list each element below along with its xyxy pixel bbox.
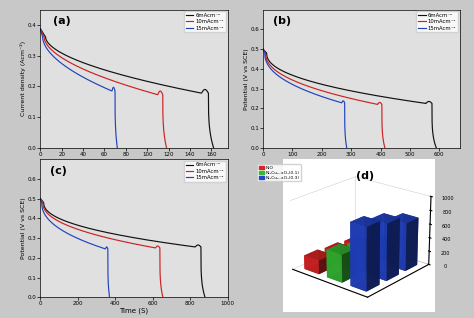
10mAcm⁻² [160, 295, 166, 299]
6mAcm⁻² [202, 295, 208, 299]
15mAcm⁻² [47, 51, 53, 54]
Line: 15mAcm⁻²: 15mAcm⁻² [40, 29, 118, 148]
10mAcm⁻² [73, 227, 79, 231]
15mAcm⁻² [58, 227, 64, 231]
Line: 15mAcm⁻²: 15mAcm⁻² [40, 198, 109, 297]
10mAcm⁻² [103, 76, 109, 80]
15mAcm⁻² [107, 294, 112, 298]
10mAcm⁻² [260, 47, 266, 51]
15mAcm⁻² [344, 145, 349, 149]
15mAcm⁻² [90, 243, 96, 246]
Line: 10mAcm⁻²: 10mAcm⁻² [40, 198, 163, 297]
Text: (c): (c) [50, 166, 66, 176]
15mAcm⁻² [93, 244, 99, 248]
15mAcm⁻² [37, 197, 43, 200]
Legend: NiO, Ni₂Cu₂₋xO₄(0.1), Ni₂Cu₂₋xO₄(0.3): NiO, Ni₂Cu₂₋xO₄(0.1), Ni₂Cu₂₋xO₄(0.3) [257, 164, 301, 182]
15mAcm⁻² [78, 74, 83, 78]
6mAcm⁻² [81, 61, 86, 65]
10mAcm⁻² [164, 146, 169, 150]
10mAcm⁻² [97, 234, 102, 238]
10mAcm⁻² [136, 243, 142, 247]
Y-axis label: Potential (V vs SCE): Potential (V vs SCE) [21, 197, 26, 259]
15mAcm⁻² [260, 47, 266, 51]
Text: (b): (b) [273, 17, 291, 26]
6mAcm⁻² [37, 197, 43, 200]
10mAcm⁻² [130, 242, 136, 245]
Y-axis label: Potential (V vs SCE): Potential (V vs SCE) [244, 48, 249, 109]
Legend: 6mAcm⁻², 10mAcm⁻², 15mAcm⁻²: 6mAcm⁻², 10mAcm⁻², 15mAcm⁻² [184, 161, 226, 182]
10mAcm⁻² [160, 294, 165, 298]
10mAcm⁻² [47, 46, 53, 50]
10mAcm⁻² [358, 99, 364, 103]
6mAcm⁻² [86, 226, 91, 230]
Text: (d): (d) [356, 171, 374, 181]
10mAcm⁻² [296, 81, 302, 85]
15mAcm⁻² [324, 96, 329, 100]
15mAcm⁻² [115, 146, 120, 150]
10mAcm⁻² [37, 27, 43, 31]
10mAcm⁻² [382, 145, 387, 149]
X-axis label: Time (S): Time (S) [347, 158, 376, 165]
6mAcm⁻² [202, 294, 208, 298]
6mAcm⁻² [50, 46, 56, 50]
10mAcm⁻² [155, 93, 161, 96]
6mAcm⁻² [273, 65, 278, 69]
6mAcm⁻² [128, 75, 133, 79]
Line: 10mAcm⁻²: 10mAcm⁻² [40, 29, 166, 148]
X-axis label: Potential (V vs SCE): Potential (V vs SCE) [100, 158, 168, 165]
15mAcm⁻² [301, 88, 306, 92]
10mAcm⁻² [46, 213, 52, 217]
15mAcm⁻² [285, 80, 291, 84]
6mAcm⁻² [400, 98, 405, 102]
6mAcm⁻² [211, 146, 217, 150]
Line: 15mAcm⁻²: 15mAcm⁻² [263, 49, 347, 148]
15mAcm⁻² [266, 65, 272, 69]
6mAcm⁻² [163, 241, 168, 245]
15mAcm⁻² [57, 60, 63, 64]
6mAcm⁻² [433, 145, 439, 149]
6mAcm⁻² [117, 233, 122, 237]
6mAcm⁻² [37, 27, 43, 31]
Text: (a): (a) [54, 17, 71, 26]
10mAcm⁻² [117, 81, 123, 85]
15mAcm⁻² [37, 27, 43, 31]
Line: 6mAcm⁻²: 6mAcm⁻² [40, 29, 214, 148]
10mAcm⁻² [37, 197, 43, 200]
10mAcm⁻² [319, 89, 325, 93]
Legend: 6mAcm⁻², 10mAcm⁻², 15mAcm⁻²: 6mAcm⁻², 10mAcm⁻², 15mAcm⁻² [416, 11, 458, 32]
15mAcm⁻² [109, 89, 115, 93]
15mAcm⁻² [107, 295, 112, 299]
10mAcm⁻² [382, 146, 388, 150]
Line: 6mAcm⁻²: 6mAcm⁻² [263, 49, 436, 148]
10mAcm⁻² [353, 98, 358, 101]
6mAcm⁻² [49, 213, 55, 217]
15mAcm⁻² [86, 78, 92, 82]
6mAcm⁻² [344, 88, 349, 92]
Legend: 6mAcm⁻², 10mAcm⁻², 15mAcm⁻²: 6mAcm⁻², 10mAcm⁻², 15mAcm⁻² [184, 11, 226, 32]
15mAcm⁻² [43, 45, 49, 49]
Y-axis label: Current density (Acm⁻²): Current density (Acm⁻²) [20, 41, 26, 116]
6mAcm⁻² [147, 80, 153, 84]
10mAcm⁻² [69, 62, 75, 66]
15mAcm⁻² [328, 97, 333, 101]
6mAcm⁻² [433, 146, 439, 150]
6mAcm⁻² [199, 91, 205, 95]
15mAcm⁻² [71, 235, 76, 238]
10mAcm⁻² [269, 65, 275, 69]
15mAcm⁻² [344, 146, 350, 150]
10mAcm⁻² [53, 52, 59, 55]
Line: 10mAcm⁻²: 10mAcm⁻² [263, 49, 385, 148]
6mAcm⁻² [260, 47, 266, 51]
15mAcm⁻² [43, 213, 48, 217]
X-axis label: Time (S): Time (S) [119, 308, 148, 315]
6mAcm⁻² [311, 80, 317, 84]
6mAcm⁻² [59, 51, 64, 55]
6mAcm⁻² [170, 242, 176, 246]
Line: 6mAcm⁻²: 6mAcm⁻² [40, 198, 205, 297]
6mAcm⁻² [392, 97, 397, 100]
